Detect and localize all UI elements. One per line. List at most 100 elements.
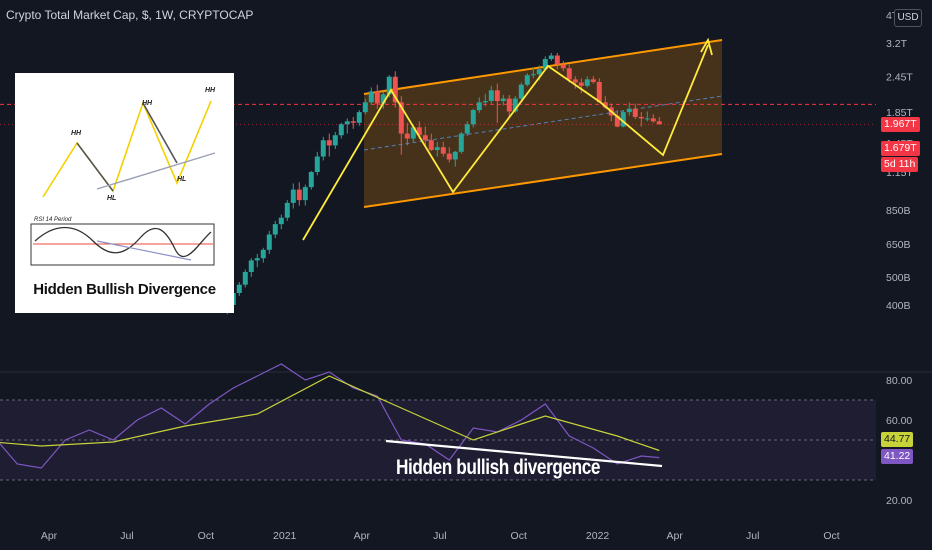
candle-body <box>440 147 446 154</box>
candle-body <box>320 140 326 157</box>
candle-body <box>620 112 626 127</box>
y-tick-label: 850B <box>886 205 911 217</box>
candle-body <box>524 75 530 85</box>
hidden-bullish-divergence-inset: HH HH HH HL HL RSI 14 Period Hidden Bullish D… <box>15 73 234 313</box>
candle-body <box>452 151 458 160</box>
candle-body <box>638 116 644 119</box>
candle-body <box>482 101 488 103</box>
candle-body <box>458 133 464 152</box>
candle-body <box>272 224 278 235</box>
y-tick-label: 2.45T <box>886 72 913 84</box>
candle-body <box>368 91 374 103</box>
candle-body <box>314 156 320 172</box>
candle-body <box>554 55 560 65</box>
rsi-value-tag: 41.22 <box>881 449 914 464</box>
candle-body <box>590 79 596 82</box>
candle-body <box>398 102 404 134</box>
x-tick-label: Jul <box>433 530 446 542</box>
candle-body <box>584 79 590 86</box>
candle-body <box>464 124 470 134</box>
candle-body <box>266 234 272 250</box>
x-tick-label: 2022 <box>586 530 610 542</box>
x-tick-label: 2021 <box>273 530 297 542</box>
candle-body <box>494 90 500 102</box>
candle-body <box>338 124 344 136</box>
candle-body <box>362 102 368 113</box>
candle-body <box>548 55 554 60</box>
candle-body <box>542 59 548 70</box>
candle-body <box>644 118 650 120</box>
candle-body <box>446 153 452 160</box>
candle-body <box>278 217 284 225</box>
red-level-tag: 1.967T <box>881 117 920 132</box>
candle-body <box>260 249 266 259</box>
inset-pivot-label: HH <box>142 100 153 107</box>
candle-body <box>380 94 386 104</box>
last-price-tag: 1.679T <box>881 141 920 156</box>
inset-pivot-label: HH <box>205 87 216 94</box>
candle-body <box>404 133 410 139</box>
symbol-header[interactable]: Crypto Total Market Cap, $, 1W, CRYPTOCA… <box>6 8 254 22</box>
candle-body <box>392 76 398 103</box>
candle-body <box>518 84 524 99</box>
candle-body <box>242 271 248 285</box>
candle-body <box>572 79 578 83</box>
inset-price-down-2 <box>142 102 178 164</box>
inset-pivot-label: HL <box>177 176 186 183</box>
rsi-y-tick-label: 20.00 <box>886 495 912 507</box>
candle-body <box>656 121 662 125</box>
inset-higher-low-line <box>96 152 216 190</box>
candlestick-series <box>224 52 662 315</box>
candle-body <box>284 202 290 218</box>
candle-body <box>290 189 296 203</box>
currency-button[interactable]: USD <box>894 9 922 27</box>
zigzag-projection <box>302 37 713 241</box>
y-tick-label: 400B <box>886 300 911 312</box>
candle-body <box>650 118 656 122</box>
x-tick-label: Apr <box>667 530 684 542</box>
candle-body <box>530 74 536 76</box>
candle-body <box>356 112 362 123</box>
candle-body <box>428 140 434 150</box>
x-tick-label: Oct <box>511 530 527 542</box>
candle-body <box>488 90 494 102</box>
y-tick-label: 3.2T <box>886 38 908 50</box>
candle-body <box>566 68 572 80</box>
inset-pivot-label: HH <box>71 130 82 137</box>
rsi-y-tick-label: 80.00 <box>886 375 912 387</box>
inset-caption: Hidden Bullish Divergence <box>33 281 216 298</box>
x-tick-label: Apr <box>354 530 371 542</box>
zigzag-line <box>302 44 709 241</box>
candle-body <box>602 102 608 108</box>
candle-body <box>434 147 440 150</box>
candle-body <box>374 91 380 104</box>
candle-body <box>302 187 308 201</box>
rsi-pane: 80.00 60.00 20.00 <box>0 363 912 507</box>
candle-body <box>386 76 392 95</box>
price-axis: Apr Jul Oct 2021 Apr Jul Oct 2022 Apr Jul Oct4T3.2… <box>41 10 914 542</box>
candle-body <box>596 81 602 103</box>
candle-body <box>500 98 506 102</box>
inset-price-down-1 <box>76 142 114 192</box>
inset-pivot-label: HL <box>107 195 116 202</box>
candle-body <box>632 108 638 117</box>
channel-midline <box>363 95 723 151</box>
divergence-annotation: Hidden bullish divergence <box>396 456 601 479</box>
inset-illustration: HH HH HH HL HL RSI 14 Period <box>30 87 216 266</box>
y-tick-label: 1.85T <box>886 107 913 119</box>
rsi-line <box>0 363 660 469</box>
candle-body <box>536 69 542 75</box>
candle-body <box>416 127 422 136</box>
inset-rsi-label: RSI 14 Period <box>34 217 72 223</box>
channel-fill <box>364 40 722 207</box>
candle-body <box>332 135 338 146</box>
inset-rsi-curve <box>34 227 212 258</box>
candle-body <box>308 171 314 188</box>
divergence-line <box>385 439 663 468</box>
x-tick-label: Jul <box>120 530 133 542</box>
countdown-tag: 5d 11h <box>881 157 919 172</box>
candle-body <box>614 115 620 127</box>
y-tick-label: 650B <box>886 239 911 251</box>
candle-body <box>236 284 242 293</box>
